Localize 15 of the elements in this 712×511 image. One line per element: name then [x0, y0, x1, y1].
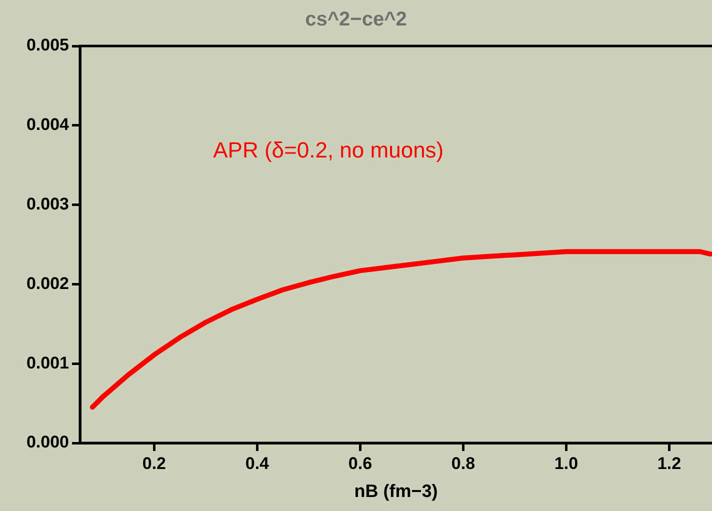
x-axis-title: nB (fm−3) [354, 481, 438, 502]
chart-title: cs^2−ce^2 [305, 8, 407, 31]
x-tick-label: 1.2 [657, 454, 682, 473]
y-tick-label: 0.002 [26, 274, 69, 293]
x-tick-label: 0.6 [348, 454, 372, 473]
annotation: APR (δ=0.2, no muons) [213, 137, 444, 162]
x-tick-label: 0.4 [245, 454, 270, 473]
x-tick-label: 1.0 [554, 454, 578, 473]
y-tick-label: 0.000 [26, 432, 69, 452]
y-tick-label: 0.003 [26, 194, 69, 214]
y-tick-label: 0.004 [26, 115, 70, 134]
y-tick-label: 0.005 [26, 36, 69, 55]
y-tick-label: 0.001 [26, 353, 69, 372]
x-tick-label: 0.2 [142, 454, 166, 473]
x-tick-label: 0.8 [451, 454, 476, 473]
